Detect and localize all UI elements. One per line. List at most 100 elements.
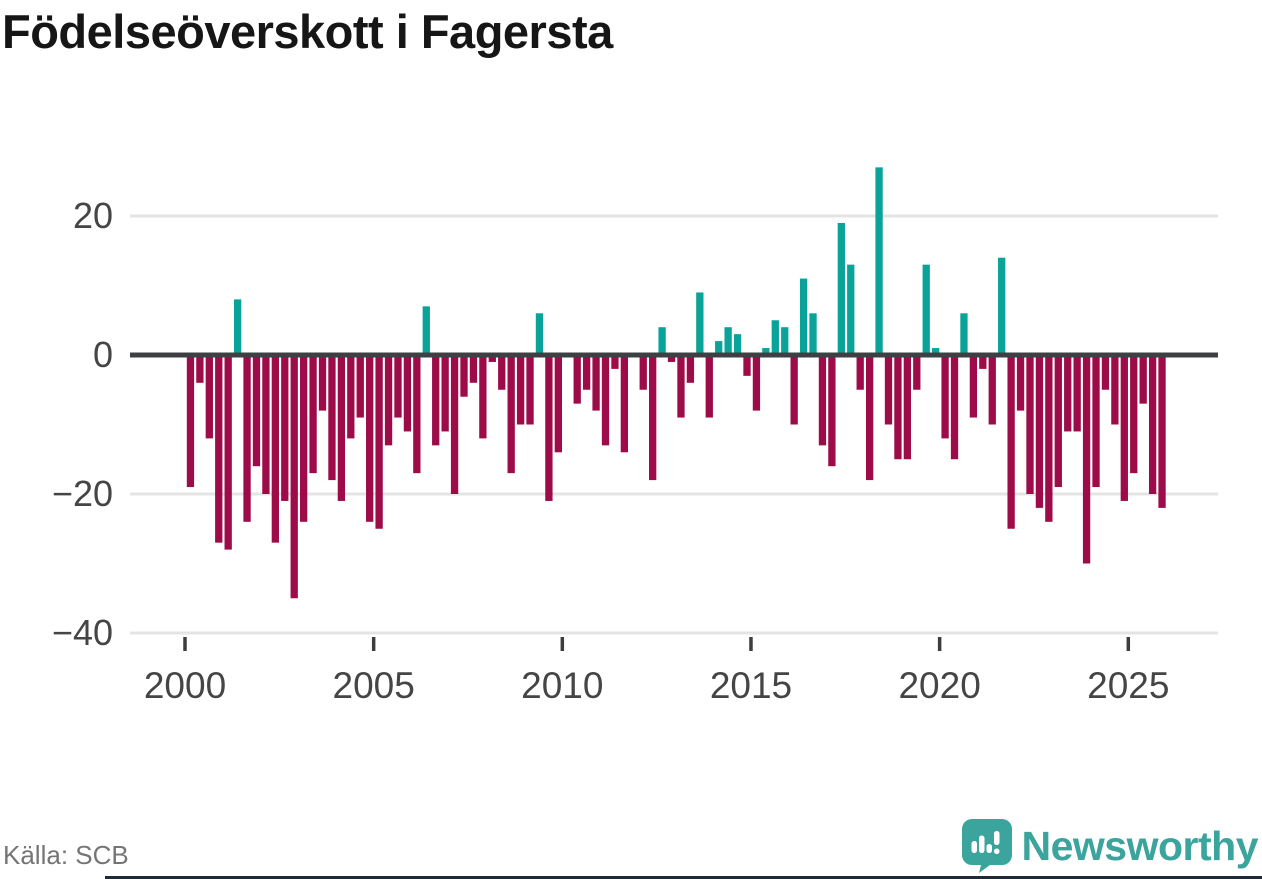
bar xyxy=(1158,355,1166,508)
bar xyxy=(422,306,430,355)
bar xyxy=(686,355,695,383)
bar xyxy=(403,355,412,432)
bar xyxy=(828,355,836,467)
bar xyxy=(922,264,930,355)
bottom-accent-bar xyxy=(105,876,1262,879)
bar xyxy=(498,355,506,390)
bar xyxy=(988,355,996,425)
bar xyxy=(328,355,336,481)
source-label: Källa: SCB xyxy=(3,840,129,870)
bar xyxy=(658,327,666,355)
bar xyxy=(837,222,845,355)
birth-surplus-bar-chart: 20 0 −20 −40 2000 2005 2010 2015 2020 2025 xyxy=(52,167,1218,706)
bar xyxy=(450,355,459,494)
bar xyxy=(507,355,515,474)
bar xyxy=(413,355,421,474)
bar xyxy=(639,355,647,390)
y-axis-label: −40 xyxy=(52,612,113,653)
bar xyxy=(375,355,383,529)
chart-title: Födelseöverskott i Fagersta xyxy=(2,5,613,58)
bar xyxy=(394,355,402,418)
bar xyxy=(1111,355,1119,425)
bar xyxy=(1101,355,1110,390)
bar xyxy=(243,355,251,522)
bar xyxy=(724,327,732,355)
bar xyxy=(186,355,195,488)
bar xyxy=(847,264,855,355)
bar xyxy=(252,355,261,467)
bar xyxy=(715,341,723,355)
bar xyxy=(356,355,364,418)
bar xyxy=(752,355,761,411)
bar xyxy=(809,313,817,355)
bar xyxy=(818,355,827,446)
bar xyxy=(1148,355,1157,494)
bar xyxy=(969,355,978,418)
y-axis-label: 0 xyxy=(93,334,113,375)
bar xyxy=(290,355,298,599)
bar xyxy=(1026,355,1034,494)
bar xyxy=(799,278,808,355)
bar xyxy=(1082,355,1091,564)
bar xyxy=(347,355,355,439)
newsworthy-logo-icon xyxy=(961,819,1012,873)
bar xyxy=(667,355,676,362)
bar xyxy=(998,257,1006,355)
bar xyxy=(1045,355,1053,522)
bar xyxy=(233,299,242,355)
bar xyxy=(573,355,581,404)
x-axis-label: 2020 xyxy=(898,665,980,706)
newsworthy-logo-text: Newsworthy xyxy=(1021,822,1259,869)
bar xyxy=(1139,355,1147,404)
bar xyxy=(771,320,779,355)
bar xyxy=(932,348,940,355)
y-axis-label: −20 xyxy=(52,473,113,514)
bar xyxy=(781,327,789,355)
bar xyxy=(460,355,468,397)
bar xyxy=(620,355,629,453)
bar xyxy=(601,355,610,446)
bar xyxy=(224,355,232,550)
bar xyxy=(469,355,478,383)
bar xyxy=(516,355,525,425)
bar xyxy=(903,355,912,460)
bar xyxy=(913,355,921,390)
bar xyxy=(894,355,902,460)
bar xyxy=(300,355,308,522)
bar xyxy=(1016,355,1025,411)
bar xyxy=(1007,355,1015,529)
bar xyxy=(1092,355,1100,488)
bar xyxy=(1064,355,1072,432)
bar xyxy=(696,292,704,355)
bar xyxy=(677,355,685,418)
bar xyxy=(535,313,544,355)
bar xyxy=(611,355,619,369)
bar xyxy=(1120,355,1128,501)
x-axis-label: 2015 xyxy=(710,665,792,706)
bar xyxy=(743,355,751,376)
bar xyxy=(582,355,591,390)
bar xyxy=(554,355,562,453)
x-axis-label: 2005 xyxy=(333,665,415,706)
bar xyxy=(441,355,449,432)
bar xyxy=(488,355,496,362)
bar xyxy=(790,355,798,425)
bar xyxy=(856,355,864,390)
bar xyxy=(309,355,317,474)
bar xyxy=(196,355,204,383)
bar xyxy=(384,355,393,446)
bar xyxy=(205,355,213,439)
bar xyxy=(432,355,440,446)
bar xyxy=(941,355,949,439)
y-axis-label: 20 xyxy=(73,195,113,236)
bar xyxy=(960,313,968,355)
bar xyxy=(1035,355,1044,508)
bar xyxy=(979,355,987,369)
bar xyxy=(271,355,279,543)
bar xyxy=(705,355,713,418)
x-axis-label: 2025 xyxy=(1087,665,1169,706)
bar xyxy=(281,355,289,501)
bar xyxy=(1130,355,1138,474)
bar xyxy=(865,355,874,481)
